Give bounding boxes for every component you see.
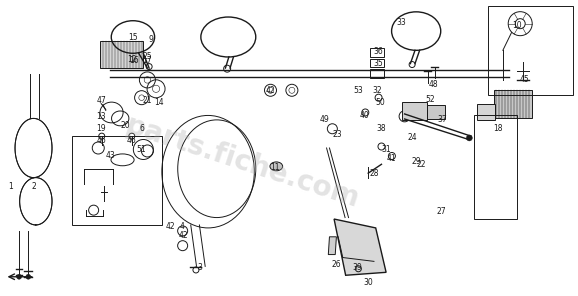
Text: 19: 19 (97, 124, 106, 133)
Text: 45: 45 (520, 75, 529, 84)
Text: 16: 16 (129, 56, 139, 65)
Text: 47: 47 (97, 96, 106, 105)
Text: 32: 32 (372, 86, 381, 95)
Text: 42: 42 (179, 231, 188, 240)
Text: 48: 48 (429, 80, 438, 89)
Text: 52: 52 (426, 95, 435, 104)
Polygon shape (328, 237, 336, 255)
Text: 50: 50 (375, 98, 384, 107)
Text: 35: 35 (374, 59, 383, 68)
Text: 40: 40 (360, 111, 369, 120)
Text: 42: 42 (266, 86, 275, 95)
Text: 13: 13 (97, 112, 106, 121)
Circle shape (17, 274, 21, 279)
Bar (477, 104, 495, 120)
Text: 42: 42 (166, 222, 175, 231)
Text: 6: 6 (139, 124, 144, 133)
Text: 41: 41 (387, 154, 396, 163)
Text: 4: 4 (180, 222, 184, 231)
Ellipse shape (270, 162, 283, 171)
Bar (402, 102, 427, 120)
Text: 38: 38 (377, 124, 386, 133)
Text: 53: 53 (354, 86, 363, 95)
Text: 37: 37 (438, 115, 447, 124)
Bar (370, 69, 384, 78)
Text: 27: 27 (436, 207, 446, 216)
Text: 28: 28 (370, 169, 379, 178)
Text: 1: 1 (8, 182, 13, 191)
Bar (427, 105, 445, 119)
Circle shape (466, 135, 472, 141)
Text: 49: 49 (320, 115, 329, 124)
Bar (370, 59, 384, 67)
Text: 9: 9 (149, 36, 154, 44)
Text: 18: 18 (494, 124, 503, 133)
Text: 36: 36 (374, 47, 383, 56)
Text: 25: 25 (143, 52, 152, 61)
Text: parts.fiche.com: parts.fiche.com (122, 112, 364, 214)
Text: 26: 26 (332, 260, 341, 269)
Text: 39: 39 (353, 263, 362, 272)
Text: 20: 20 (121, 121, 130, 130)
Text: 31: 31 (381, 145, 391, 154)
Text: 3: 3 (197, 263, 202, 272)
Bar (99, 41, 143, 68)
Bar (474, 115, 517, 219)
Bar (494, 89, 532, 118)
Text: 15: 15 (128, 33, 138, 41)
Text: 46: 46 (97, 136, 106, 145)
Circle shape (26, 274, 31, 279)
Text: 22: 22 (417, 160, 426, 169)
Text: 33: 33 (397, 18, 406, 27)
Text: 24: 24 (407, 133, 417, 142)
Bar (488, 6, 573, 95)
Text: 12: 12 (127, 55, 136, 64)
Text: 29: 29 (412, 157, 421, 166)
Bar (370, 48, 384, 57)
Text: 14: 14 (154, 98, 164, 107)
Text: 43: 43 (106, 151, 116, 160)
Text: 51: 51 (137, 145, 146, 154)
Bar (72, 136, 162, 225)
Text: 30: 30 (364, 278, 373, 287)
Text: 2: 2 (31, 182, 36, 191)
Text: 17: 17 (143, 56, 152, 65)
Text: 21: 21 (143, 96, 152, 105)
Text: 10: 10 (512, 21, 521, 30)
Text: 11: 11 (270, 163, 279, 172)
Text: 46: 46 (127, 136, 136, 145)
Polygon shape (334, 219, 386, 275)
Text: 23: 23 (332, 130, 342, 139)
